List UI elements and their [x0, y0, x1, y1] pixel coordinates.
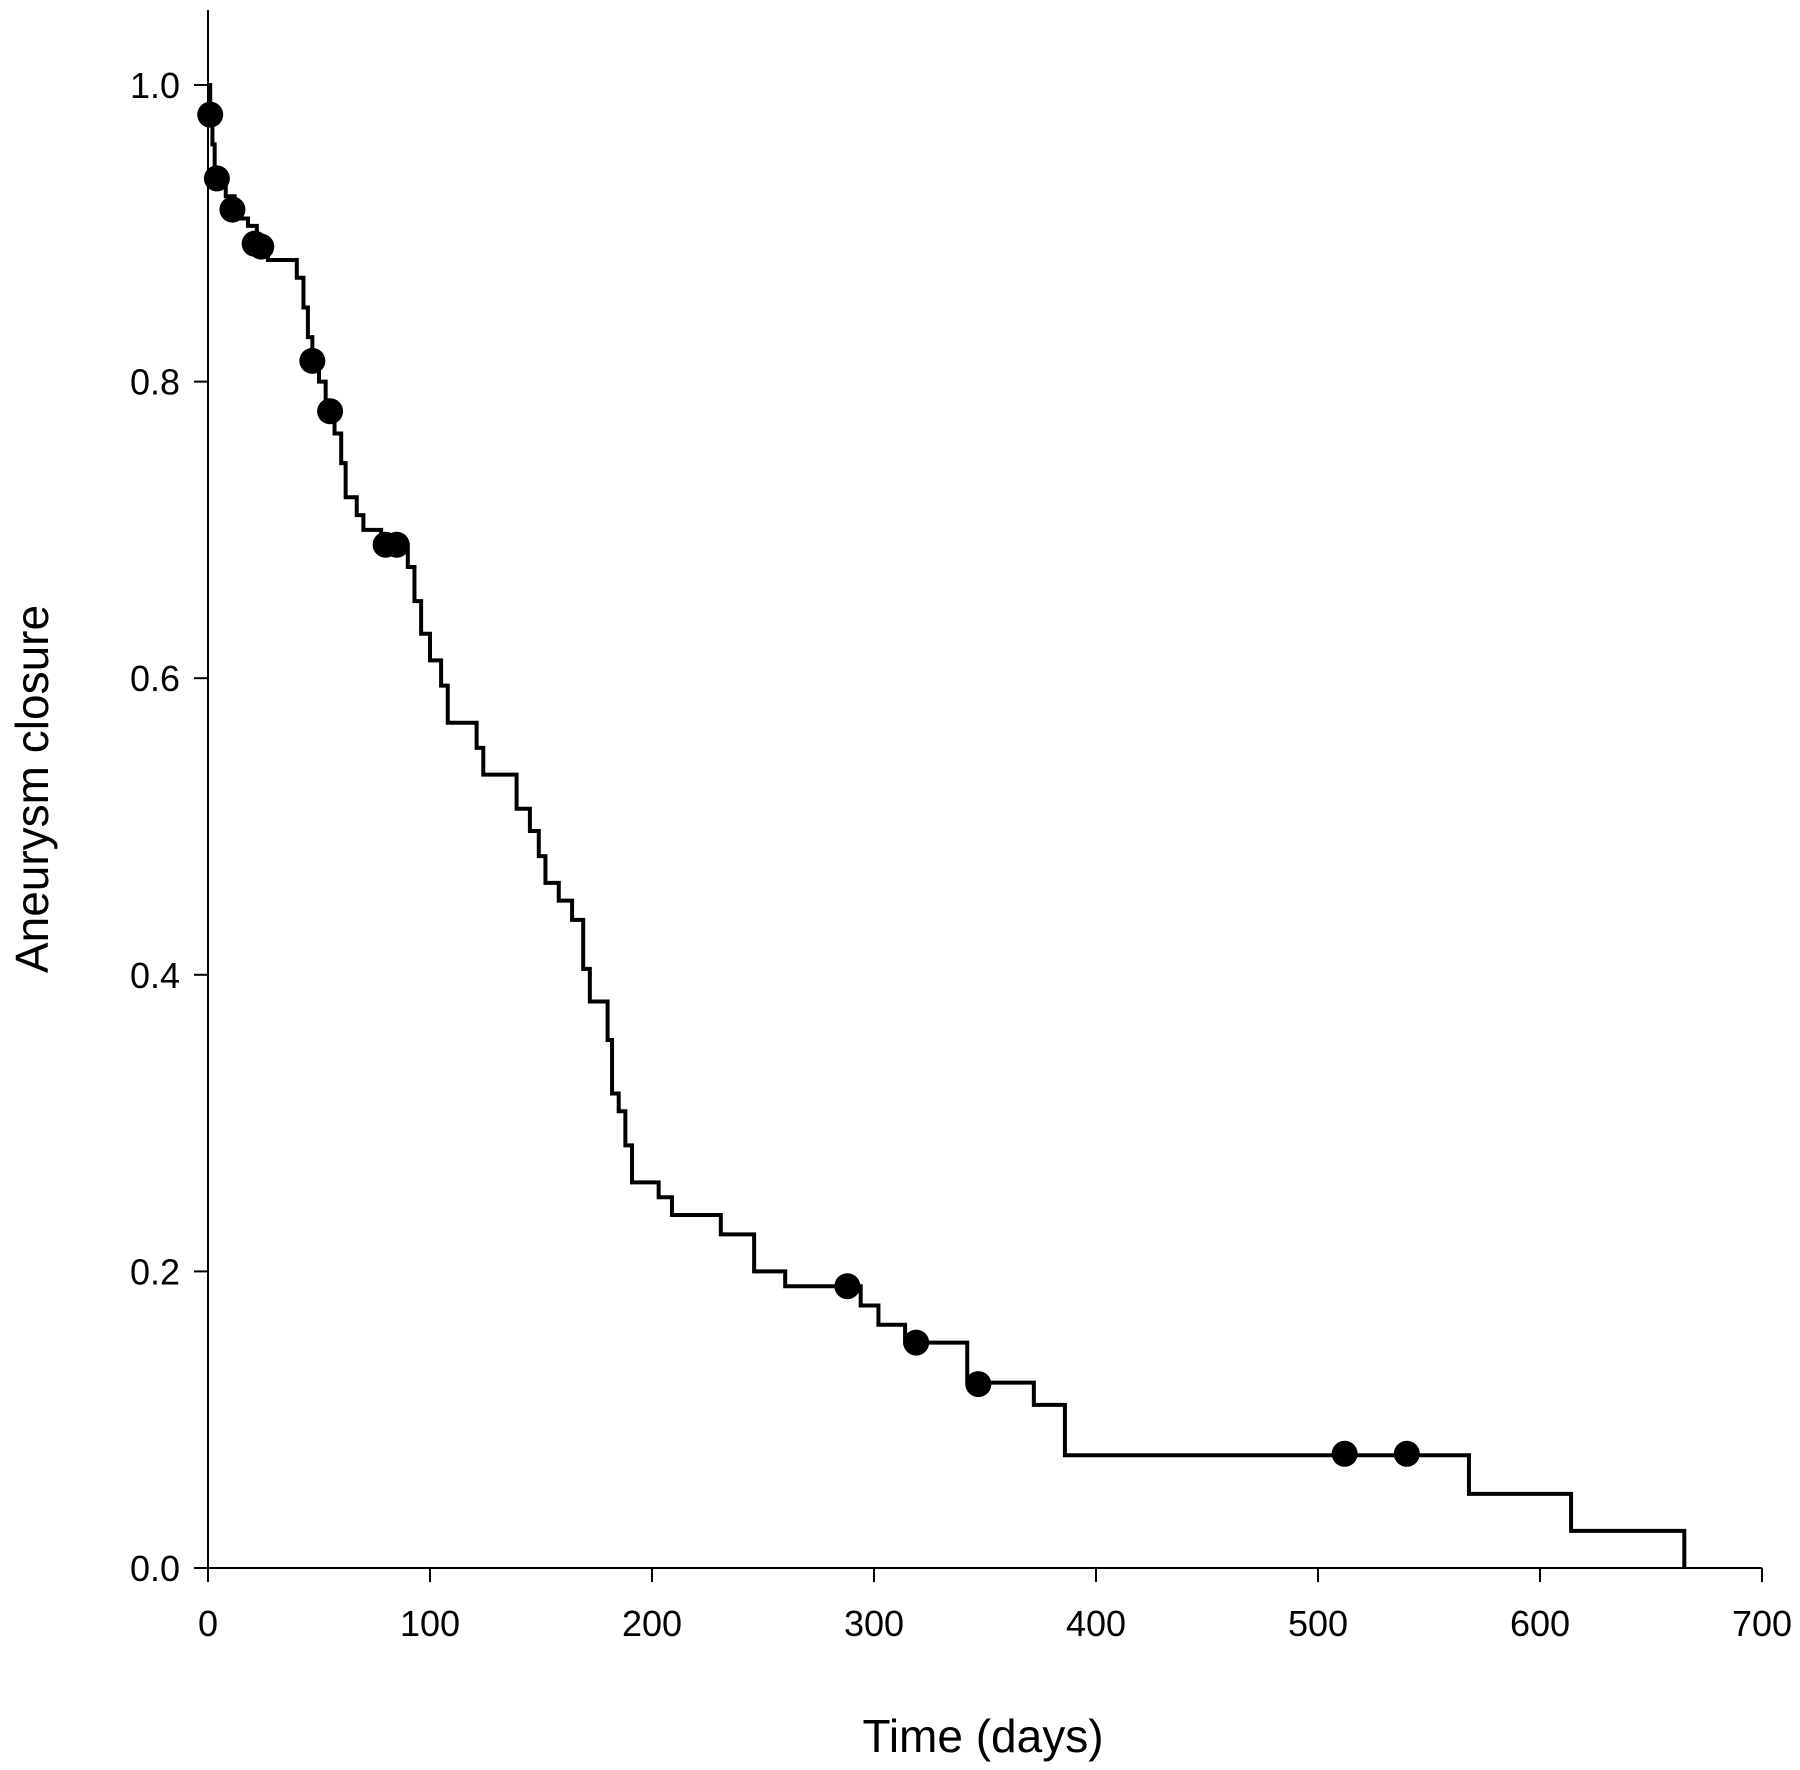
censor-point	[203, 165, 230, 192]
censor-point	[383, 531, 410, 558]
x-tick-label: 200	[622, 1603, 682, 1644]
y-tick-label: 0.8	[130, 362, 180, 403]
x-tick-label: 0	[198, 1603, 218, 1644]
y-tick-label: 0.2	[130, 1251, 180, 1292]
survival-curve	[208, 83, 1687, 1568]
censor-marks	[197, 101, 1420, 1467]
x-ticks: 0 100 200 300 400 500 600 700	[198, 1568, 1792, 1644]
censor-point	[248, 233, 275, 260]
y-axis-title: Aneurysm closure	[6, 605, 58, 973]
censor-point	[965, 1371, 992, 1398]
x-axis-title: Time (days)	[862, 1710, 1103, 1762]
censor-point	[299, 347, 326, 374]
x-tick-label: 400	[1066, 1603, 1126, 1644]
censor-point	[219, 196, 246, 223]
censor-point	[1331, 1440, 1358, 1467]
x-tick-label: 300	[844, 1603, 904, 1644]
censor-point	[197, 101, 224, 128]
y-tick-label: 0.0	[130, 1548, 180, 1589]
x-tick-label: 100	[400, 1603, 460, 1644]
x-tick-label: 700	[1732, 1603, 1792, 1644]
y-tick-label: 0.4	[130, 955, 180, 996]
censor-point	[1393, 1440, 1420, 1467]
censor-point	[317, 398, 344, 425]
x-tick-label: 600	[1510, 1603, 1570, 1644]
y-ticks: 0.0 0.2 0.4 0.6 0.8 1.0	[130, 65, 208, 1589]
censor-point	[834, 1273, 861, 1300]
y-tick-label: 1.0	[130, 65, 180, 106]
censor-point	[903, 1329, 930, 1356]
x-tick-label: 500	[1288, 1603, 1348, 1644]
y-tick-label: 0.6	[130, 658, 180, 699]
